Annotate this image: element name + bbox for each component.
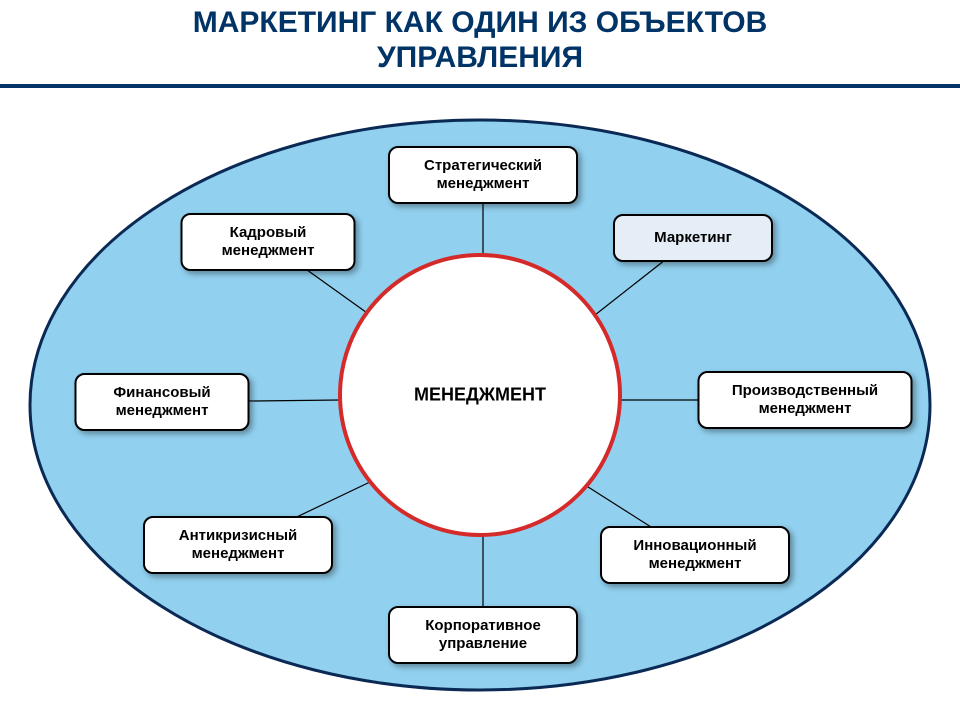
title-divider [0, 84, 960, 88]
node-strategic: Стратегический менеджмент [388, 146, 578, 204]
page-title: МАРКЕТИНГ КАК ОДИН ИЗ ОБЪЕКТОВ УПРАВЛЕНИ… [0, 0, 960, 75]
node-anticrisis: Антикризисный менеджмент [143, 516, 333, 574]
node-hr: Кадровый менеджмент [181, 213, 356, 271]
title-line2: УПРАВЛЕНИЯ [0, 41, 960, 76]
node-corporate: Корпоративное управление [388, 606, 578, 664]
center-circle-label: МЕНЕДЖМЕНТ [414, 385, 546, 406]
title-line1: МАРКЕТИНГ КАК ОДИН ИЗ ОБЪЕКТОВ [0, 6, 960, 41]
node-marketing: Маркетинг [613, 214, 773, 262]
diagram-stage: МЕНЕДЖМЕНТ Стратегический менеджмент Марк… [0, 90, 960, 720]
node-production: Производственный менеджмент [698, 371, 913, 429]
node-innovation: Инновационный менеджмент [600, 526, 790, 584]
node-financial: Финансовый менеджмент [75, 373, 250, 431]
